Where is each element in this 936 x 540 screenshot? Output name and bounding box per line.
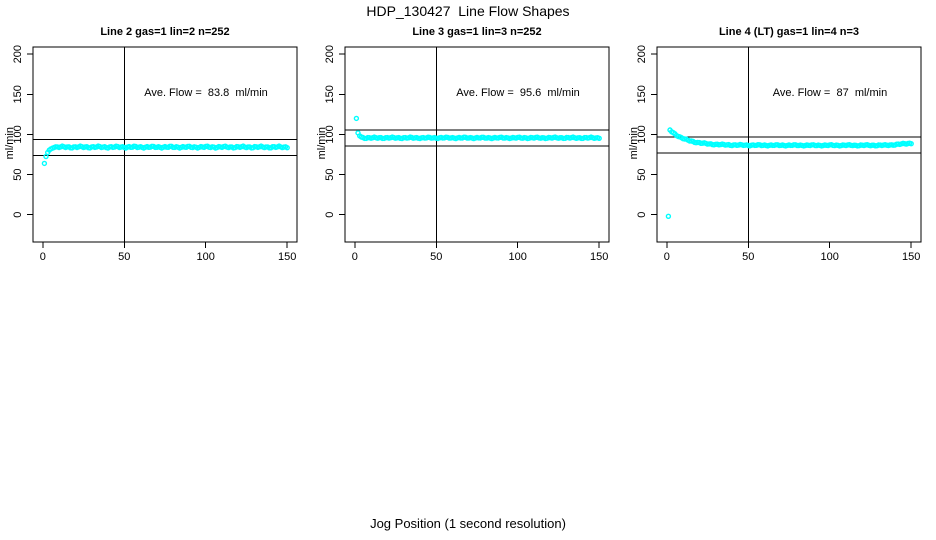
x-tick-label: 150 (278, 251, 296, 263)
panel-3-ylabel: ml/min (628, 127, 640, 160)
data-points (353, 115, 602, 142)
x-tick-label: 50 (118, 251, 130, 263)
y-tick-label: 200 (12, 45, 24, 63)
panel-2-chart: 0 50 100 150 0 50 100 150 200 (324, 45, 610, 263)
panel-1-ylabel: ml/min (4, 127, 16, 160)
data-points (41, 143, 290, 167)
reference-lines (33, 47, 297, 242)
y-tick-label: 0 (324, 212, 336, 218)
y-tick-label: 0 (12, 212, 24, 218)
x-tick-label: 50 (430, 251, 442, 263)
y-tick-label: 150 (12, 85, 24, 103)
data-point (596, 135, 602, 142)
x-axis: 0 50 100 150 (664, 242, 920, 263)
panel-3-title: Line 4 (LT) gas=1 lin=4 n=3 (718, 26, 860, 38)
y-tick-label: 150 (324, 85, 336, 103)
x-tick-label: 150 (902, 251, 920, 263)
x-tick-label: 100 (509, 251, 527, 263)
y-tick-label: 50 (324, 168, 336, 180)
x-tick-label: 0 (352, 251, 358, 263)
x-tick-label: 0 (40, 251, 46, 263)
panel-3-chart: 0 50 100 150 0 50 100 150 200 (636, 45, 922, 263)
panel-2-title: Line 3 gas=1 lin=3 n=252 (412, 26, 542, 38)
y-tick-label: 200 (324, 45, 336, 63)
reference-lines (345, 47, 609, 242)
figure-title: HDP_130427 Line Flow Shapes (366, 3, 570, 19)
x-tick-label: 150 (590, 251, 608, 263)
plot-box (656, 46, 922, 243)
x-tick-label: 100 (197, 251, 215, 263)
plot-box (344, 46, 610, 243)
x-axis: 0 50 100 150 (40, 242, 296, 263)
y-tick-label: 50 (636, 168, 648, 180)
panel-2-ave-flow-annotation: Ave. Flow = 95.6 ml/min (456, 87, 580, 99)
y-tick-label: 150 (636, 85, 648, 103)
x-tick-label: 50 (742, 251, 754, 263)
panel-1-chart: 0 50 100 150 0 50 100 150 200 (12, 45, 298, 263)
data-points (665, 127, 914, 220)
y-tick-label: 100 (12, 125, 24, 143)
y-tick-label: 50 (12, 168, 24, 180)
panel-1-title: Line 2 gas=1 lin=2 n=252 (100, 26, 230, 38)
y-tick-label: 200 (636, 45, 648, 63)
data-point (353, 115, 360, 122)
panel-2-ylabel: ml/min (316, 127, 328, 160)
data-point (665, 213, 672, 220)
data-point (41, 160, 48, 167)
y-axis: 0 50 100 150 200 (324, 45, 345, 218)
plot-box (32, 46, 298, 243)
y-tick-label: 0 (636, 212, 648, 218)
y-axis: 0 50 100 150 200 (636, 45, 657, 218)
y-axis: 0 50 100 150 200 (12, 45, 33, 218)
panel-1-ave-flow-annotation: Ave. Flow = 83.8 ml/min (144, 87, 268, 99)
x-tick-label: 100 (821, 251, 839, 263)
data-point (284, 144, 290, 151)
figure-xlabel: Jog Position (1 second resolution) (370, 516, 566, 531)
x-axis: 0 50 100 150 (352, 242, 608, 263)
x-tick-label: 0 (664, 251, 670, 263)
data-point (908, 140, 914, 147)
y-tick-label: 100 (324, 125, 336, 143)
y-tick-label: 100 (636, 125, 648, 143)
panel-3-ave-flow-annotation: Ave. Flow = 87 ml/min (772, 87, 888, 99)
